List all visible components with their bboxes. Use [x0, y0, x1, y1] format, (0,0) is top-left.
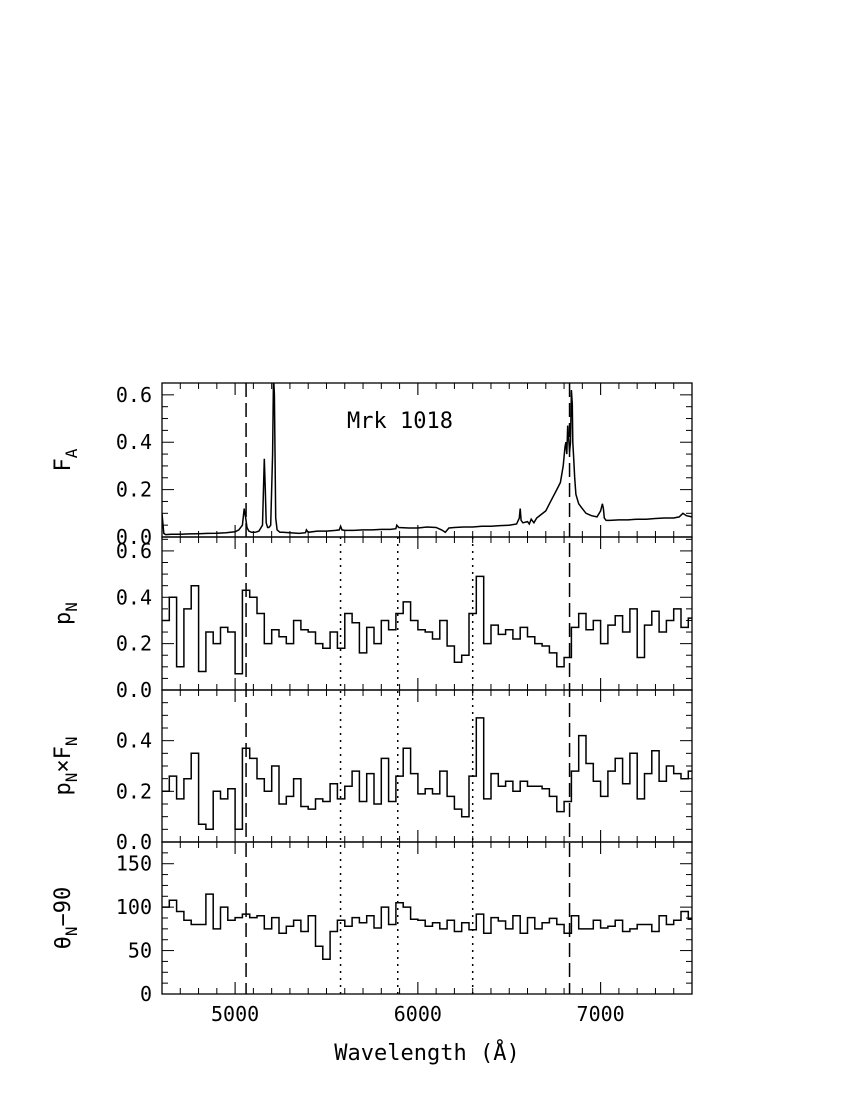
y-tick-label: 0.2 [116, 779, 152, 803]
panel-fa: 0.0 0.2 0.4 0.6 FA [51, 382, 693, 549]
y-tick-label: 100 [116, 895, 152, 919]
y-axis-label: θN−90 [51, 887, 81, 950]
y-axis-label: pN×FN [51, 736, 81, 795]
y-tick-label: 0.2 [116, 632, 152, 656]
series-pn [162, 575, 692, 675]
x-tick-label: 6000 [394, 1002, 442, 1026]
panels: 0.0 0.2 0.4 0.6 FA 0.0 0.2 0.4 0.6 pN 0.0 0.2 0.4 pN×… [51, 382, 693, 1026]
y-tick-label: 0.0 [116, 830, 152, 854]
y-tick-label: 0.6 [116, 539, 152, 563]
panel-frame [161, 536, 693, 691]
y-tick-label: 0 [140, 982, 152, 1006]
y-tick-label: 0.6 [116, 383, 152, 407]
panel-theta: 0 50 100 150 θN−90 5000 6000 7000 [51, 841, 693, 1026]
series-fa [162, 383, 692, 536]
y-axis-label: pN [51, 602, 81, 625]
y-tick-label: 0.4 [116, 729, 152, 753]
panel-frame [161, 382, 693, 538]
series-pnfn [162, 717, 692, 831]
x-tick-label: 5000 [211, 1002, 259, 1026]
panel-frame [161, 689, 693, 843]
y-tick-label: 0.0 [116, 525, 152, 549]
y-tick-label: 0.4 [116, 585, 152, 609]
object-label: Mrk 1018 [347, 409, 453, 434]
x-tick-label: 7000 [577, 1002, 625, 1026]
reference-lines [245, 383, 571, 994]
series-theta [162, 893, 692, 961]
y-tick-label: 0.2 [116, 478, 152, 502]
y-tick-label: 0.4 [116, 430, 152, 454]
y-tick-label: 150 [116, 852, 152, 876]
panel-pn: 0.0 0.2 0.4 0.6 pN [51, 536, 693, 702]
y-tick-label: 0.0 [116, 678, 152, 702]
x-axis-label: Wavelength (Å) [334, 1039, 519, 1066]
panel-pnfn: 0.0 0.2 0.4 pN×FN [51, 689, 693, 854]
y-tick-label: 50 [128, 939, 152, 963]
y-axis-label: FA [51, 448, 81, 471]
